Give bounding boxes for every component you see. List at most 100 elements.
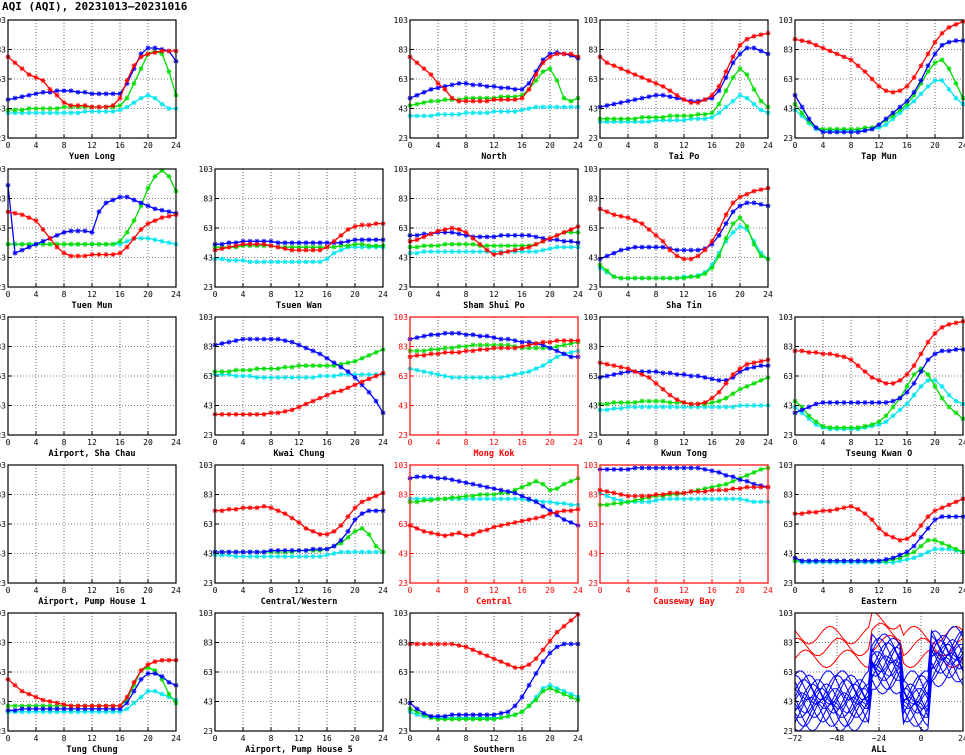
- data-point: [89, 703, 95, 709]
- data-point: [660, 92, 666, 98]
- data-point: [498, 374, 504, 380]
- data-point: [303, 345, 309, 351]
- data-point: [442, 345, 448, 351]
- data-point: [124, 77, 130, 83]
- tick-label-x: 20: [930, 586, 940, 595]
- data-point: [681, 490, 687, 496]
- data-point: [498, 336, 504, 342]
- data-point: [834, 558, 840, 564]
- data-point: [505, 336, 511, 342]
- data-point: [667, 94, 673, 100]
- data-point: [618, 497, 624, 503]
- data-point: [254, 505, 260, 511]
- data-point: [526, 662, 532, 668]
- data-point: [632, 275, 638, 281]
- tick-label-y: 103: [394, 609, 409, 618]
- data-point: [946, 514, 952, 520]
- tick-label-y: 103: [779, 461, 794, 470]
- data-point: [268, 553, 274, 559]
- data-point: [883, 419, 889, 425]
- data-point: [604, 466, 610, 472]
- data-point: [317, 531, 323, 537]
- data-point: [289, 553, 295, 559]
- data-point: [611, 490, 617, 496]
- data-point: [646, 114, 652, 120]
- data-point: [68, 703, 74, 709]
- tick-label-x: 8: [464, 290, 469, 299]
- data-point: [254, 374, 260, 380]
- data-point: [688, 465, 694, 471]
- tick-label-x: 16: [115, 734, 125, 743]
- data-point: [547, 682, 553, 688]
- data-point: [716, 110, 722, 116]
- data-point: [744, 361, 750, 367]
- data-point: [470, 647, 476, 653]
- data-point: [145, 45, 151, 51]
- tick-label-y: 43: [398, 550, 408, 559]
- data-point: [470, 496, 476, 502]
- data-point: [491, 656, 497, 662]
- data-point: [261, 259, 267, 265]
- data-point: [345, 514, 351, 520]
- data-point: [359, 382, 365, 388]
- data-point: [324, 552, 330, 558]
- data-point: [442, 226, 448, 232]
- data-point: [449, 712, 455, 718]
- data-point: [296, 342, 302, 348]
- data-point: [442, 713, 448, 719]
- tick-label-y: 43: [0, 254, 6, 263]
- data-point: [904, 83, 910, 89]
- data-point: [526, 481, 532, 487]
- data-point: [338, 549, 344, 555]
- tick-label-y: 103: [584, 16, 599, 25]
- tick-label-x: 0: [213, 734, 218, 743]
- station-label: Tseung Kwan O: [846, 449, 913, 459]
- data-point: [533, 670, 539, 676]
- data-point: [275, 259, 281, 265]
- data-point: [19, 241, 25, 247]
- tick-label-x: 16: [115, 141, 125, 150]
- data-point: [359, 244, 365, 250]
- data-point: [639, 95, 645, 101]
- data-point: [110, 252, 116, 258]
- data-point: [47, 235, 53, 241]
- data-point: [145, 221, 151, 227]
- data-point: [233, 411, 239, 417]
- data-point: [40, 106, 46, 111]
- data-point: [723, 380, 729, 386]
- data-point: [282, 553, 288, 559]
- data-point: [932, 377, 938, 383]
- data-point: [414, 335, 420, 341]
- data-point: [820, 400, 826, 406]
- data-point: [841, 126, 847, 132]
- data-point: [110, 103, 116, 109]
- data-point: [568, 478, 574, 484]
- data-point: [820, 508, 826, 514]
- data-point: [653, 497, 659, 503]
- data-point: [730, 478, 736, 484]
- data-point: [723, 487, 729, 493]
- data-point: [138, 54, 144, 60]
- data-point: [758, 466, 764, 472]
- data-point: [435, 111, 441, 117]
- data-point: [247, 549, 253, 555]
- data-point: [289, 339, 295, 345]
- data-point: [124, 229, 130, 235]
- tick-label-x: 4: [626, 438, 631, 447]
- data-point: [611, 119, 617, 125]
- data-point: [709, 114, 715, 120]
- data-point: [414, 101, 420, 107]
- data-point: [688, 116, 694, 122]
- data-point: [449, 641, 455, 647]
- data-point: [152, 206, 158, 212]
- data-point: [233, 367, 239, 373]
- data-point: [470, 82, 476, 88]
- data-point: [723, 472, 729, 478]
- data-point: [625, 98, 631, 104]
- station-label: Airport, Pump House 1: [38, 596, 145, 607]
- data-point: [618, 275, 624, 281]
- data-point: [744, 200, 750, 206]
- data-point: [911, 363, 917, 369]
- data-point: [660, 404, 666, 410]
- data-point: [414, 709, 420, 715]
